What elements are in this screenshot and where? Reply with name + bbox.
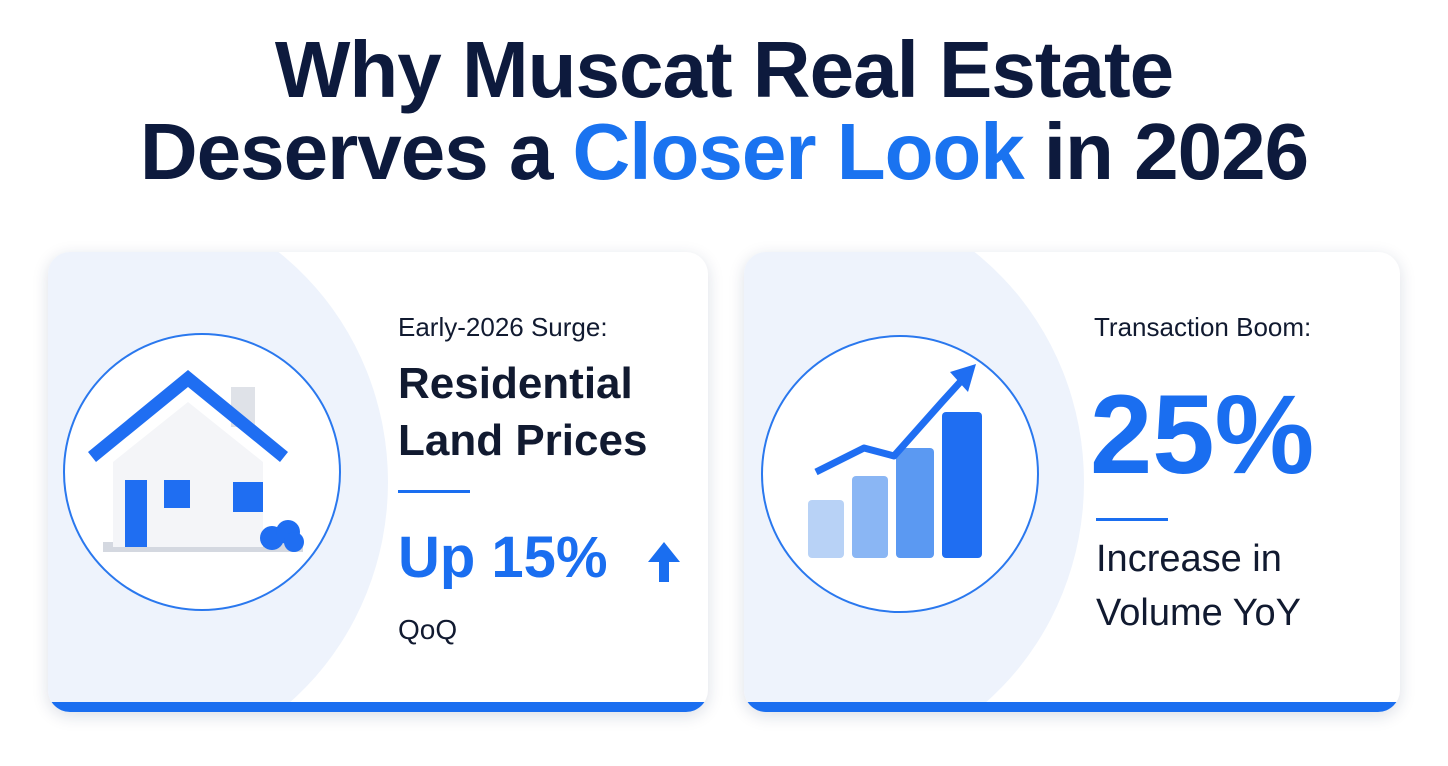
card-note: Increase in Volume YoY	[1096, 538, 1301, 634]
title-line: Deserves a Closer Look in 2026	[0, 112, 1448, 192]
accent-bar	[744, 702, 1400, 712]
card-stat: 25%	[1090, 372, 1315, 497]
stat-card: Early-2026 Surge: Residential Land Price…	[48, 252, 708, 712]
title-highlight: Closer Look	[572, 107, 1024, 196]
card-headline: Residential Land Prices	[398, 359, 648, 465]
card-label: Early-2026 Surge:	[398, 312, 608, 342]
house-icon	[63, 333, 341, 611]
card-stat: Up 15%	[398, 525, 608, 590]
stat-card: Transaction Boom: 25% Increase in Volume…	[744, 252, 1400, 712]
card-note: QoQ	[398, 614, 458, 645]
up-arrow	[648, 542, 680, 582]
chart-icon	[761, 335, 1039, 613]
title-text: in 2026	[1043, 107, 1309, 196]
title-line: Why Muscat Real Estate	[274, 25, 1174, 114]
title-text: Deserves a	[139, 107, 554, 196]
divider	[398, 490, 470, 493]
divider	[1096, 518, 1168, 521]
card-label: Transaction Boom:	[1094, 312, 1312, 342]
accent-bar	[48, 702, 708, 712]
